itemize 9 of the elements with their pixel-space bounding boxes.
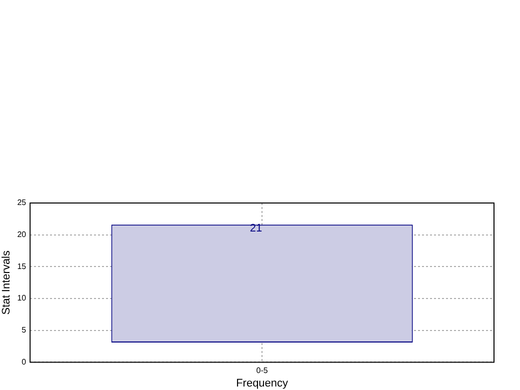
x-tick-label: 0-5	[256, 366, 268, 376]
x-axis-title: Frequency	[236, 377, 289, 390]
y-tick-label: 0	[22, 357, 27, 366]
y-tick-label: 20	[17, 230, 27, 240]
y-tick-label: 15	[17, 262, 27, 271]
y-tick-label: 10	[17, 294, 27, 303]
y-tick-label: 5	[22, 326, 27, 335]
y-axis-title: Stat Intervals	[0, 250, 13, 315]
y-tick-label: 25	[17, 198, 27, 208]
